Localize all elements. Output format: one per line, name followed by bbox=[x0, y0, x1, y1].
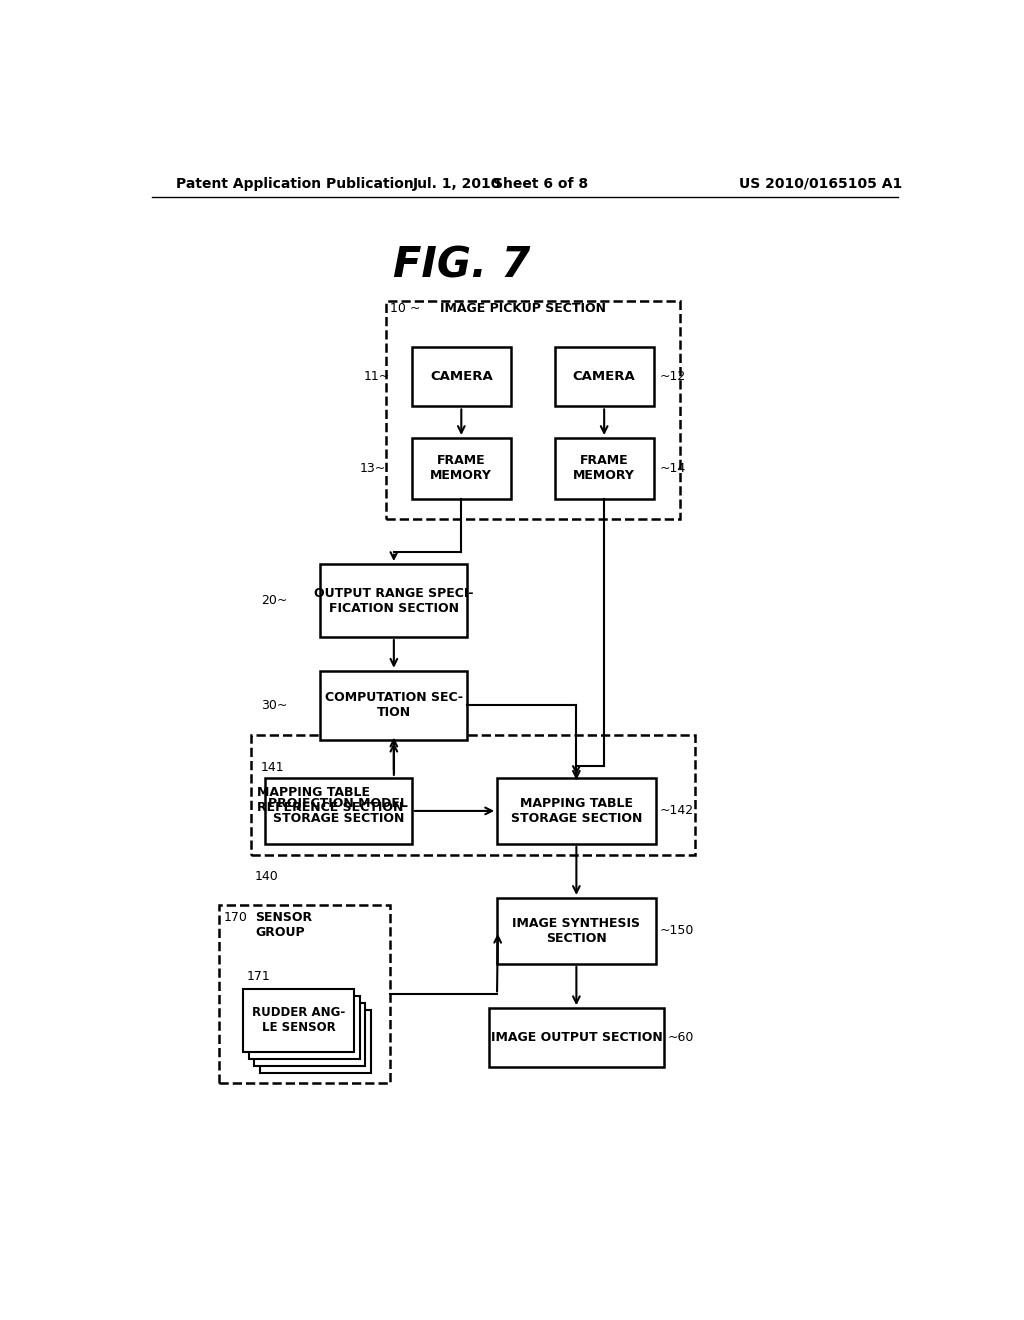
Text: 141: 141 bbox=[261, 762, 285, 775]
Text: MAPPING TABLE
REFERENCE SECTION: MAPPING TABLE REFERENCE SECTION bbox=[257, 785, 403, 814]
Text: IMAGE OUTPUT SECTION: IMAGE OUTPUT SECTION bbox=[490, 1031, 663, 1044]
Text: 10 ~: 10 ~ bbox=[390, 302, 420, 315]
Text: CAMERA: CAMERA bbox=[572, 371, 636, 383]
Text: ~12: ~12 bbox=[660, 371, 686, 383]
Text: ~150: ~150 bbox=[659, 924, 694, 937]
FancyBboxPatch shape bbox=[243, 989, 354, 1052]
Text: 13~: 13~ bbox=[360, 462, 386, 475]
Text: ~14: ~14 bbox=[660, 462, 686, 475]
FancyBboxPatch shape bbox=[555, 438, 653, 499]
Text: SENSOR
GROUP: SENSOR GROUP bbox=[255, 911, 312, 939]
Text: 30~: 30~ bbox=[261, 698, 288, 711]
Text: COMPUTATION SEC-
TION: COMPUTATION SEC- TION bbox=[325, 692, 463, 719]
Text: RUDDER ANG-
LE SENSOR: RUDDER ANG- LE SENSOR bbox=[252, 1006, 345, 1035]
Text: 140: 140 bbox=[255, 870, 279, 883]
FancyBboxPatch shape bbox=[321, 564, 467, 638]
Text: PROJECTION MODEL
STORAGE SECTION: PROJECTION MODEL STORAGE SECTION bbox=[268, 797, 409, 825]
Text: MAPPING TABLE
STORAGE SECTION: MAPPING TABLE STORAGE SECTION bbox=[511, 797, 642, 825]
FancyBboxPatch shape bbox=[412, 347, 511, 407]
Text: 170: 170 bbox=[223, 911, 247, 924]
Text: Jul. 1, 2010: Jul. 1, 2010 bbox=[413, 177, 502, 191]
Text: ~60: ~60 bbox=[668, 1031, 694, 1044]
Text: Sheet 6 of 8: Sheet 6 of 8 bbox=[494, 177, 588, 191]
FancyBboxPatch shape bbox=[265, 777, 412, 843]
FancyBboxPatch shape bbox=[497, 777, 655, 843]
Text: 171: 171 bbox=[247, 970, 270, 983]
Text: IMAGE SYNTHESIS
SECTION: IMAGE SYNTHESIS SECTION bbox=[512, 917, 640, 945]
Text: ~142: ~142 bbox=[659, 804, 694, 817]
FancyBboxPatch shape bbox=[254, 1003, 366, 1067]
Text: IMAGE PICKUP SECTION: IMAGE PICKUP SECTION bbox=[440, 302, 606, 315]
FancyBboxPatch shape bbox=[497, 898, 655, 964]
Text: FRAME
MEMORY: FRAME MEMORY bbox=[573, 454, 635, 482]
Text: OUTPUT RANGE SPECI-
FICATION SECTION: OUTPUT RANGE SPECI- FICATION SECTION bbox=[314, 586, 474, 615]
FancyBboxPatch shape bbox=[555, 347, 653, 407]
Text: Patent Application Publication: Patent Application Publication bbox=[176, 177, 414, 191]
Text: CAMERA: CAMERA bbox=[430, 371, 493, 383]
FancyBboxPatch shape bbox=[260, 1010, 371, 1073]
FancyBboxPatch shape bbox=[489, 1008, 664, 1067]
Text: 20~: 20~ bbox=[261, 594, 288, 607]
Text: FIG. 7: FIG. 7 bbox=[392, 244, 530, 286]
FancyBboxPatch shape bbox=[321, 671, 467, 739]
FancyBboxPatch shape bbox=[412, 438, 511, 499]
Text: FRAME
MEMORY: FRAME MEMORY bbox=[430, 454, 493, 482]
FancyBboxPatch shape bbox=[249, 995, 359, 1059]
Text: 11~: 11~ bbox=[365, 371, 390, 383]
Text: US 2010/0165105 A1: US 2010/0165105 A1 bbox=[739, 177, 902, 191]
